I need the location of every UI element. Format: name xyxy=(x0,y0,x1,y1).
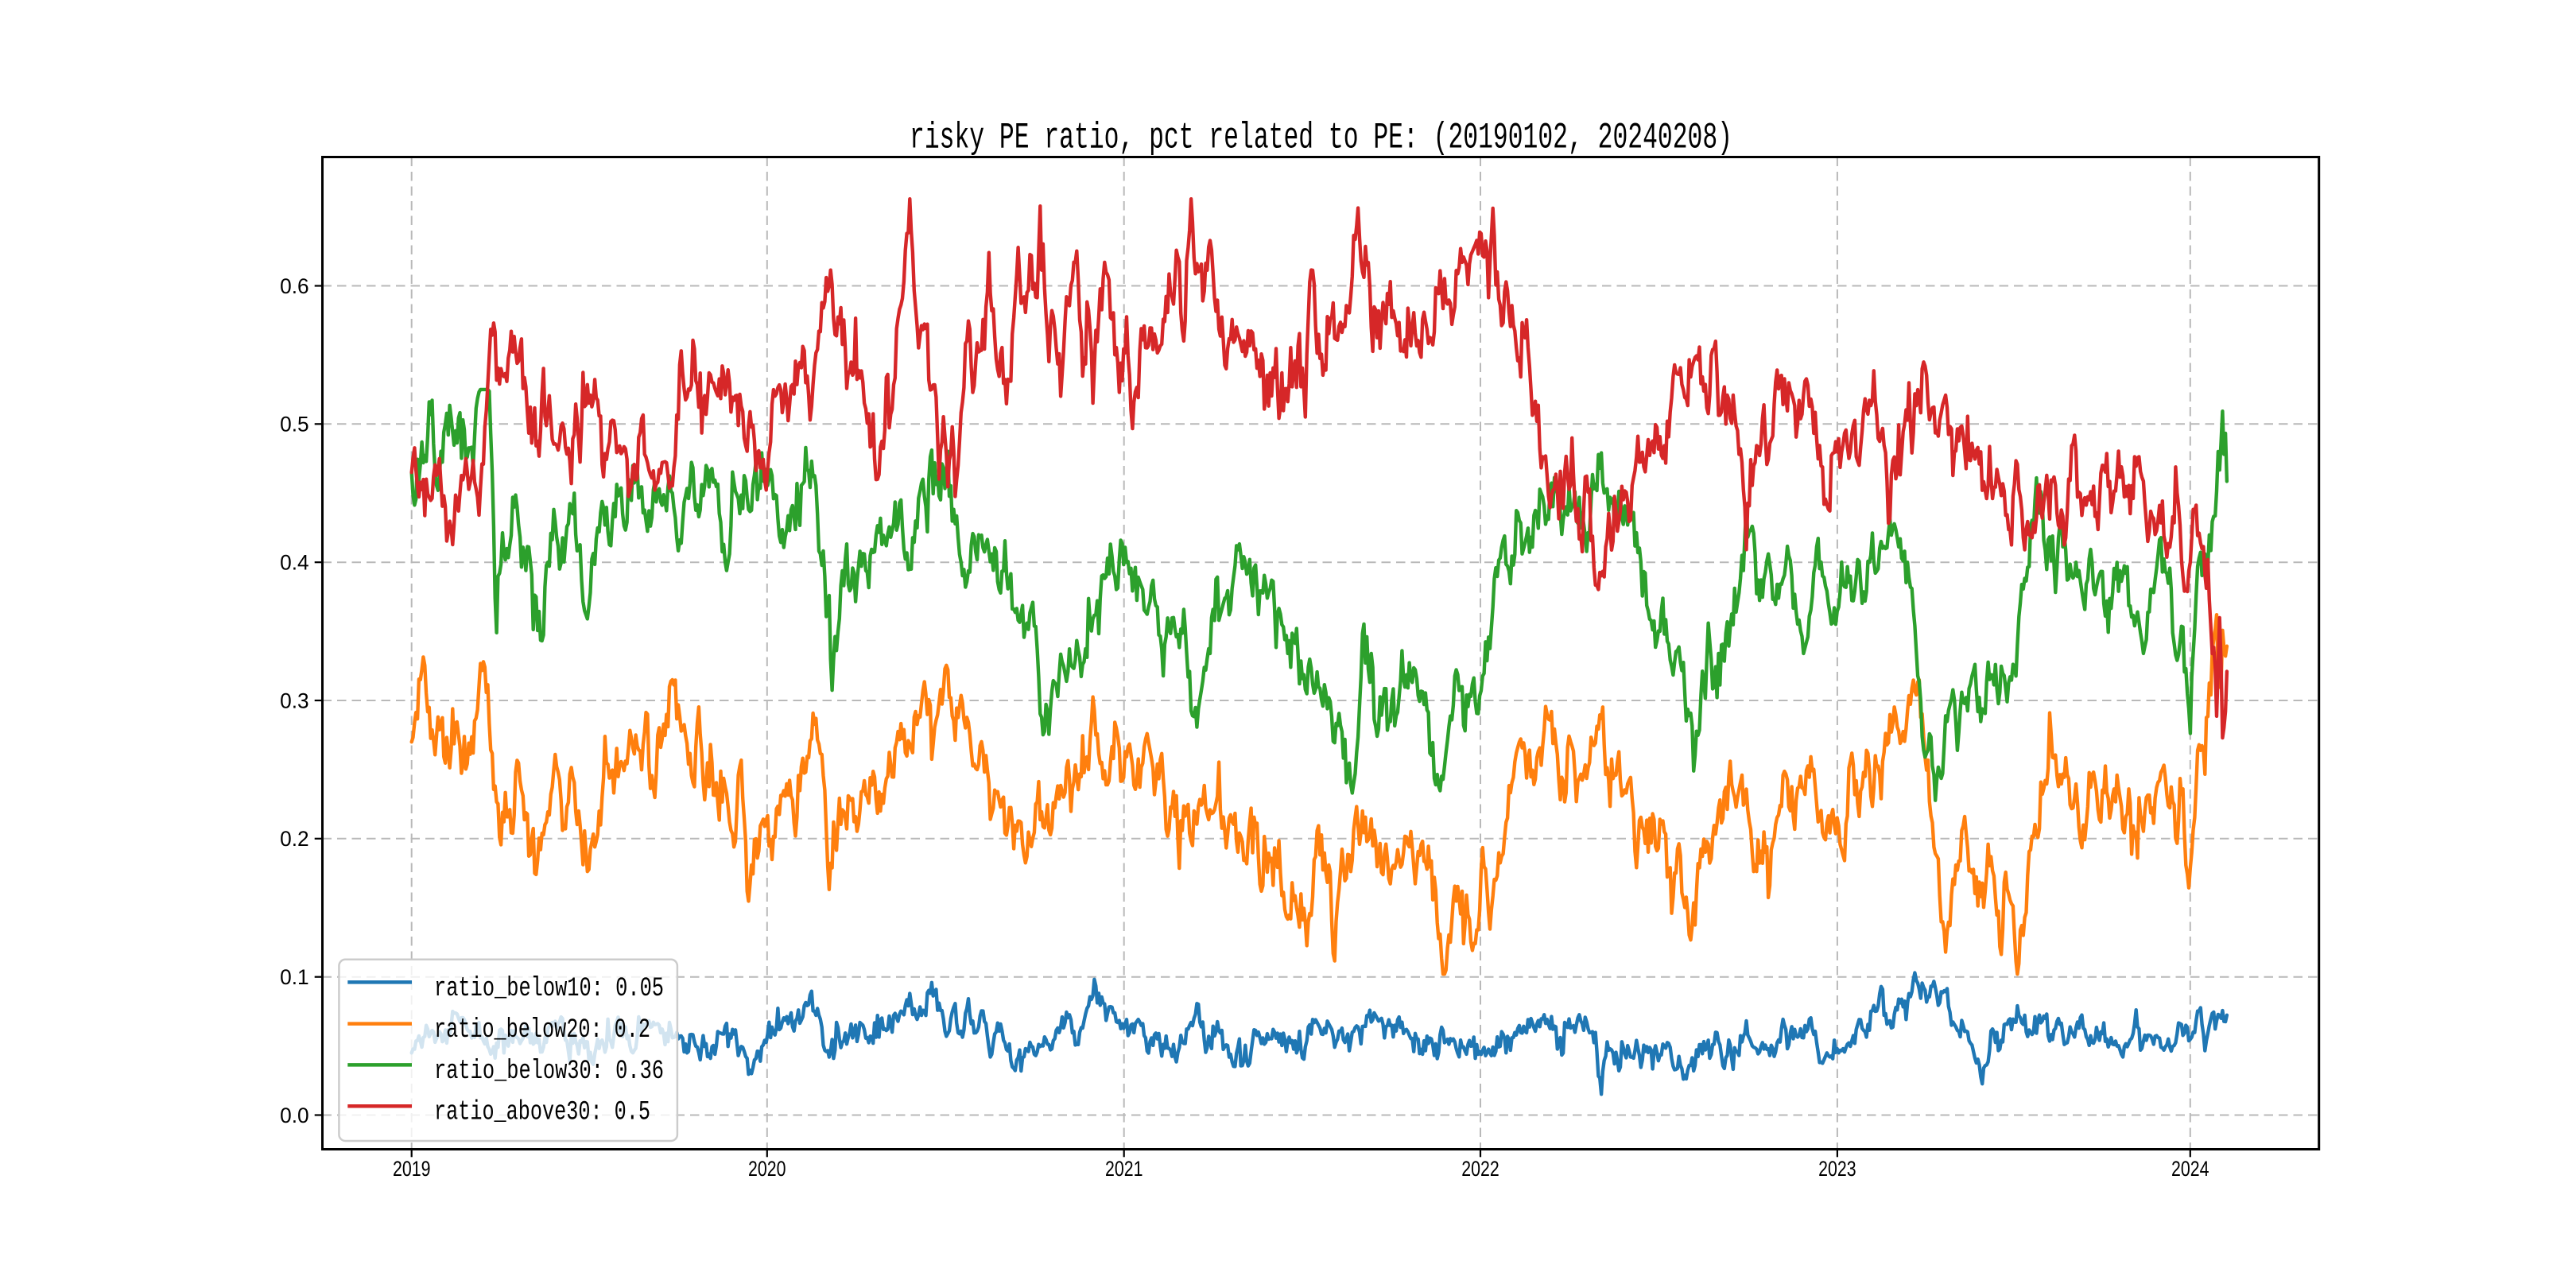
svg-text:0.4: 0.4 xyxy=(280,551,309,575)
svg-text:ratio_below20: 0.2: ratio_below20: 0.2 xyxy=(434,1015,650,1046)
svg-text:2019: 2019 xyxy=(393,1157,431,1181)
svg-text:ratio_below10: 0.05: ratio_below10: 0.05 xyxy=(434,974,664,1004)
svg-text:2023: 2023 xyxy=(1818,1157,1856,1181)
svg-text:2021: 2021 xyxy=(1105,1157,1143,1181)
svg-text:risky PE ratio, pct related to: risky PE ratio, pct related to PE: (2019… xyxy=(910,117,1732,158)
svg-text:0.3: 0.3 xyxy=(280,689,309,712)
svg-text:0.2: 0.2 xyxy=(280,827,309,851)
svg-text:2022: 2022 xyxy=(1461,1157,1499,1181)
svg-text:ratio_below30: 0.36: ratio_below30: 0.36 xyxy=(434,1057,664,1087)
svg-text:0.1: 0.1 xyxy=(280,965,309,989)
svg-text:0.6: 0.6 xyxy=(280,274,309,298)
svg-text:2024: 2024 xyxy=(2171,1157,2209,1181)
svg-text:2020: 2020 xyxy=(748,1157,786,1181)
svg-text:0.0: 0.0 xyxy=(280,1104,309,1127)
svg-text:ratio_above30: 0.5: ratio_above30: 0.5 xyxy=(434,1098,650,1128)
svg-text:0.5: 0.5 xyxy=(280,413,309,436)
